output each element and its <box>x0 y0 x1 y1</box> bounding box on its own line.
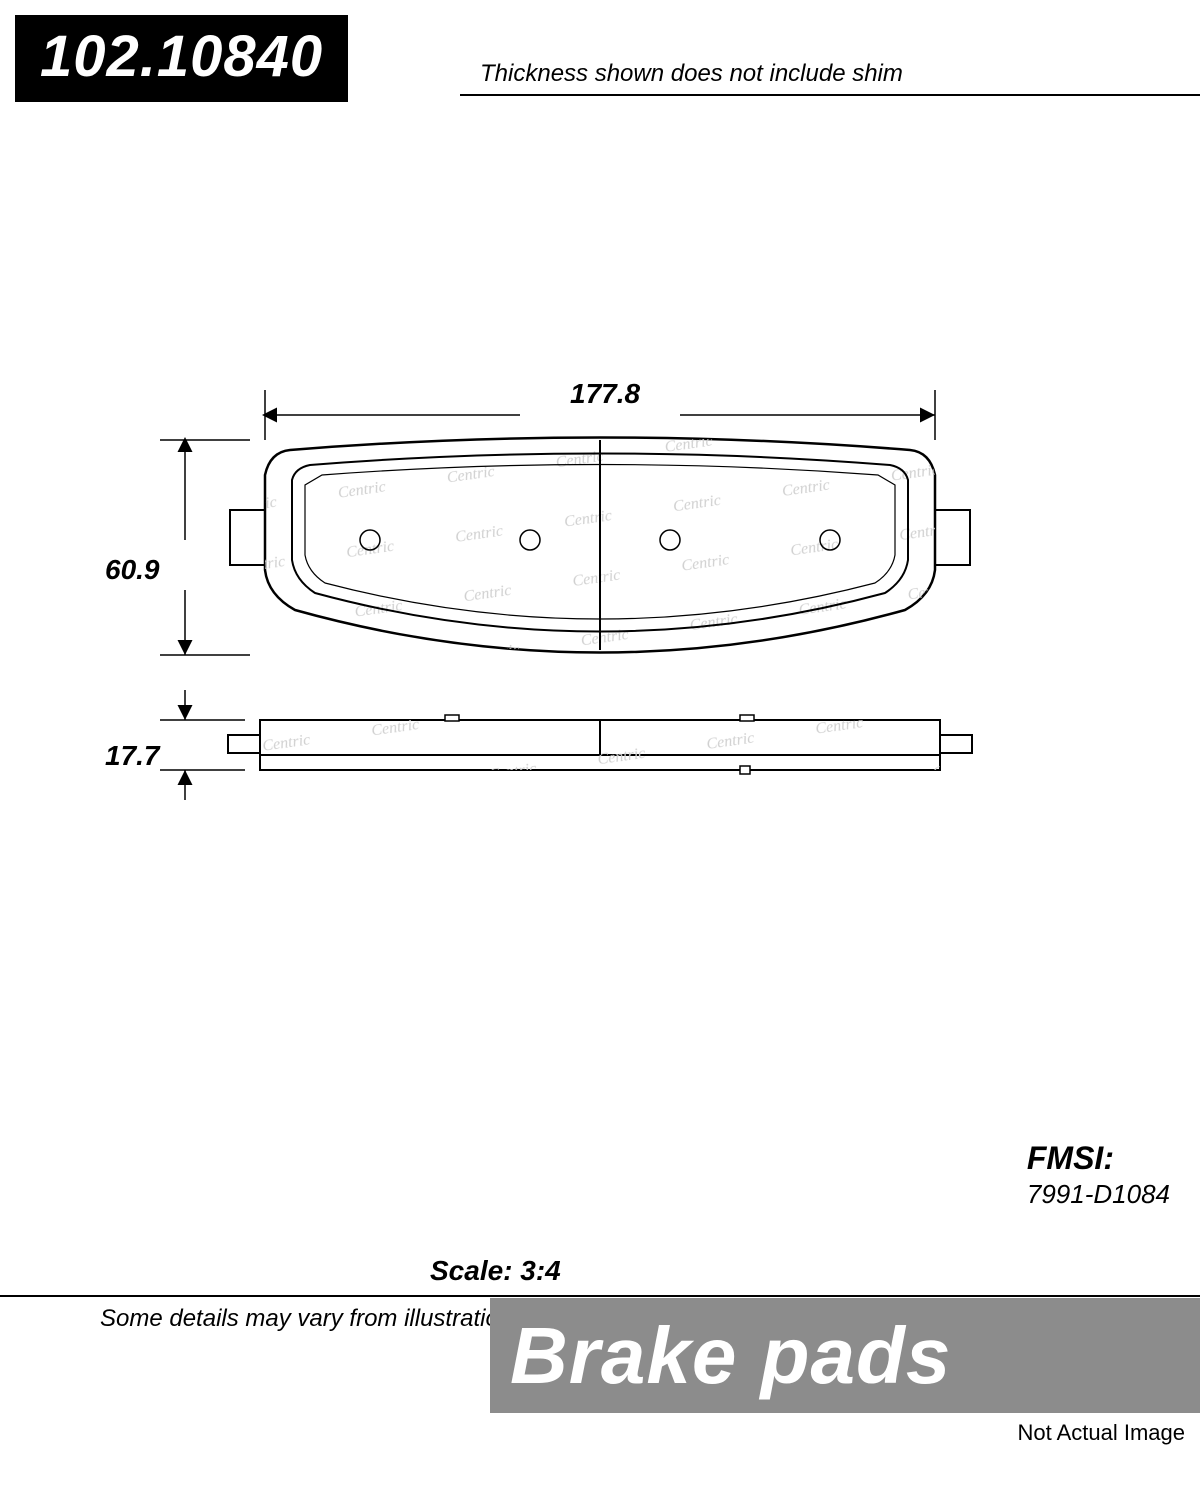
footer-rule <box>0 1295 1200 1297</box>
thickness-note: Thickness shown does not include shim <box>480 60 903 88</box>
scale-label: Scale: 3:4 <box>430 1255 561 1287</box>
fmsi-value: 7991-D1084 <box>1027 1179 1170 1210</box>
header-rule <box>460 94 1200 96</box>
fmsi-label: FMSI: <box>1027 1140 1170 1177</box>
diagram-area: Centric <box>100 380 1100 830</box>
brake-pad-diagram: Centric <box>100 380 1100 830</box>
details-note: Some details may vary from illustration <box>100 1305 512 1333</box>
footer-box: Brake pads <box>490 1298 1200 1413</box>
fmsi-block: FMSI: 7991-D1084 <box>1027 1140 1170 1210</box>
part-number-box: 102.10840 <box>15 15 348 102</box>
footer-title: Brake pads <box>510 1310 951 1402</box>
part-number: 102.10840 <box>40 23 323 90</box>
not-actual-note: Not Actual Image <box>1017 1420 1185 1446</box>
